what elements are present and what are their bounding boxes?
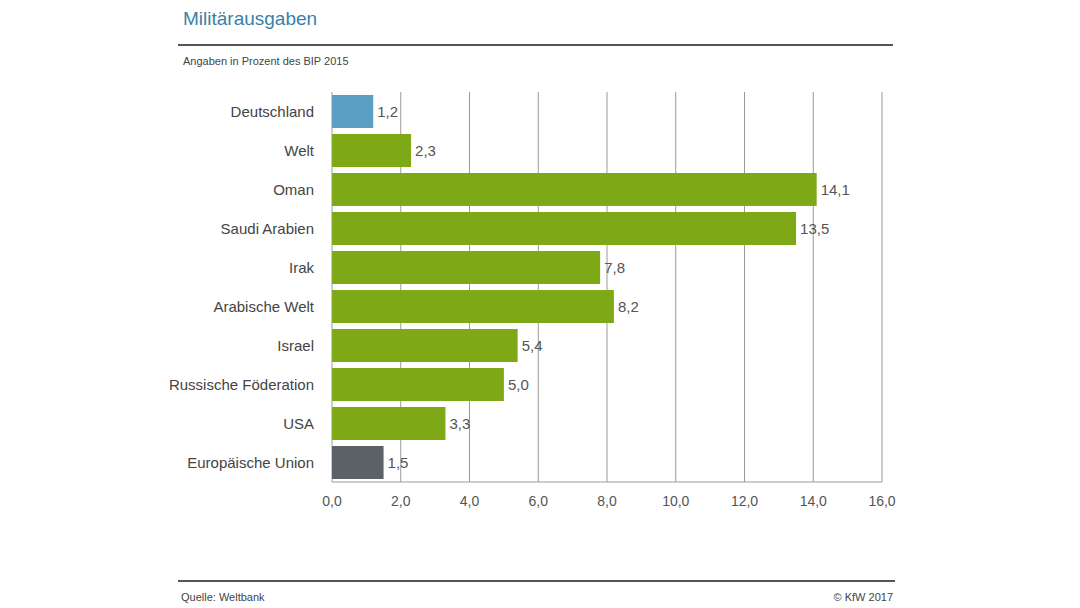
- svg-text:7,8: 7,8: [604, 259, 625, 276]
- svg-text:USA: USA: [283, 415, 314, 432]
- svg-text:4,0: 4,0: [460, 493, 480, 509]
- svg-text:5,4: 5,4: [522, 337, 543, 354]
- html-text:© KfW 2017: © KfW 2017: [833, 591, 893, 603]
- svg-text:Arabische Welt: Arabische Welt: [213, 298, 314, 315]
- svg-text:16,0: 16,0: [868, 493, 895, 509]
- svg-text:2,0: 2,0: [391, 493, 411, 509]
- svg-text:Israel: Israel: [277, 337, 314, 354]
- svg-text:1,5: 1,5: [388, 454, 409, 471]
- html-text:Angaben in Prozent des BIP 201: Angaben in Prozent des BIP 2015: [183, 55, 349, 67]
- svg-text:0,0: 0,0: [322, 493, 342, 509]
- svg-text:Welt: Welt: [284, 142, 315, 159]
- svg-text:2,3: 2,3: [415, 142, 436, 159]
- svg-text:13,5: 13,5: [800, 220, 829, 237]
- svg-text:8,2: 8,2: [618, 298, 639, 315]
- html-text:Militärausgaben: Militärausgaben: [183, 8, 318, 29]
- svg-text:14,1: 14,1: [821, 181, 850, 198]
- svg-text:Russische Föderation: Russische Föderation: [169, 376, 314, 393]
- svg-text:Oman: Oman: [273, 181, 314, 198]
- svg-text:Deutschland: Deutschland: [231, 103, 314, 120]
- svg-text:8,0: 8,0: [597, 493, 617, 509]
- svg-text:10,0: 10,0: [662, 493, 689, 509]
- svg-text:3,3: 3,3: [449, 415, 470, 432]
- svg-text:14,0: 14,0: [800, 493, 827, 509]
- svg-text:6,0: 6,0: [529, 493, 549, 509]
- svg-text:Irak: Irak: [289, 259, 315, 276]
- svg-text:Saudi Arabien: Saudi Arabien: [221, 220, 314, 237]
- svg-text:1,2: 1,2: [377, 103, 398, 120]
- svg-text:5,0: 5,0: [508, 376, 529, 393]
- svg-text:12,0: 12,0: [731, 493, 758, 509]
- html-text:Quelle: Weltbank: Quelle: Weltbank: [181, 591, 265, 603]
- svg-text:Europäische Union: Europäische Union: [187, 454, 314, 471]
